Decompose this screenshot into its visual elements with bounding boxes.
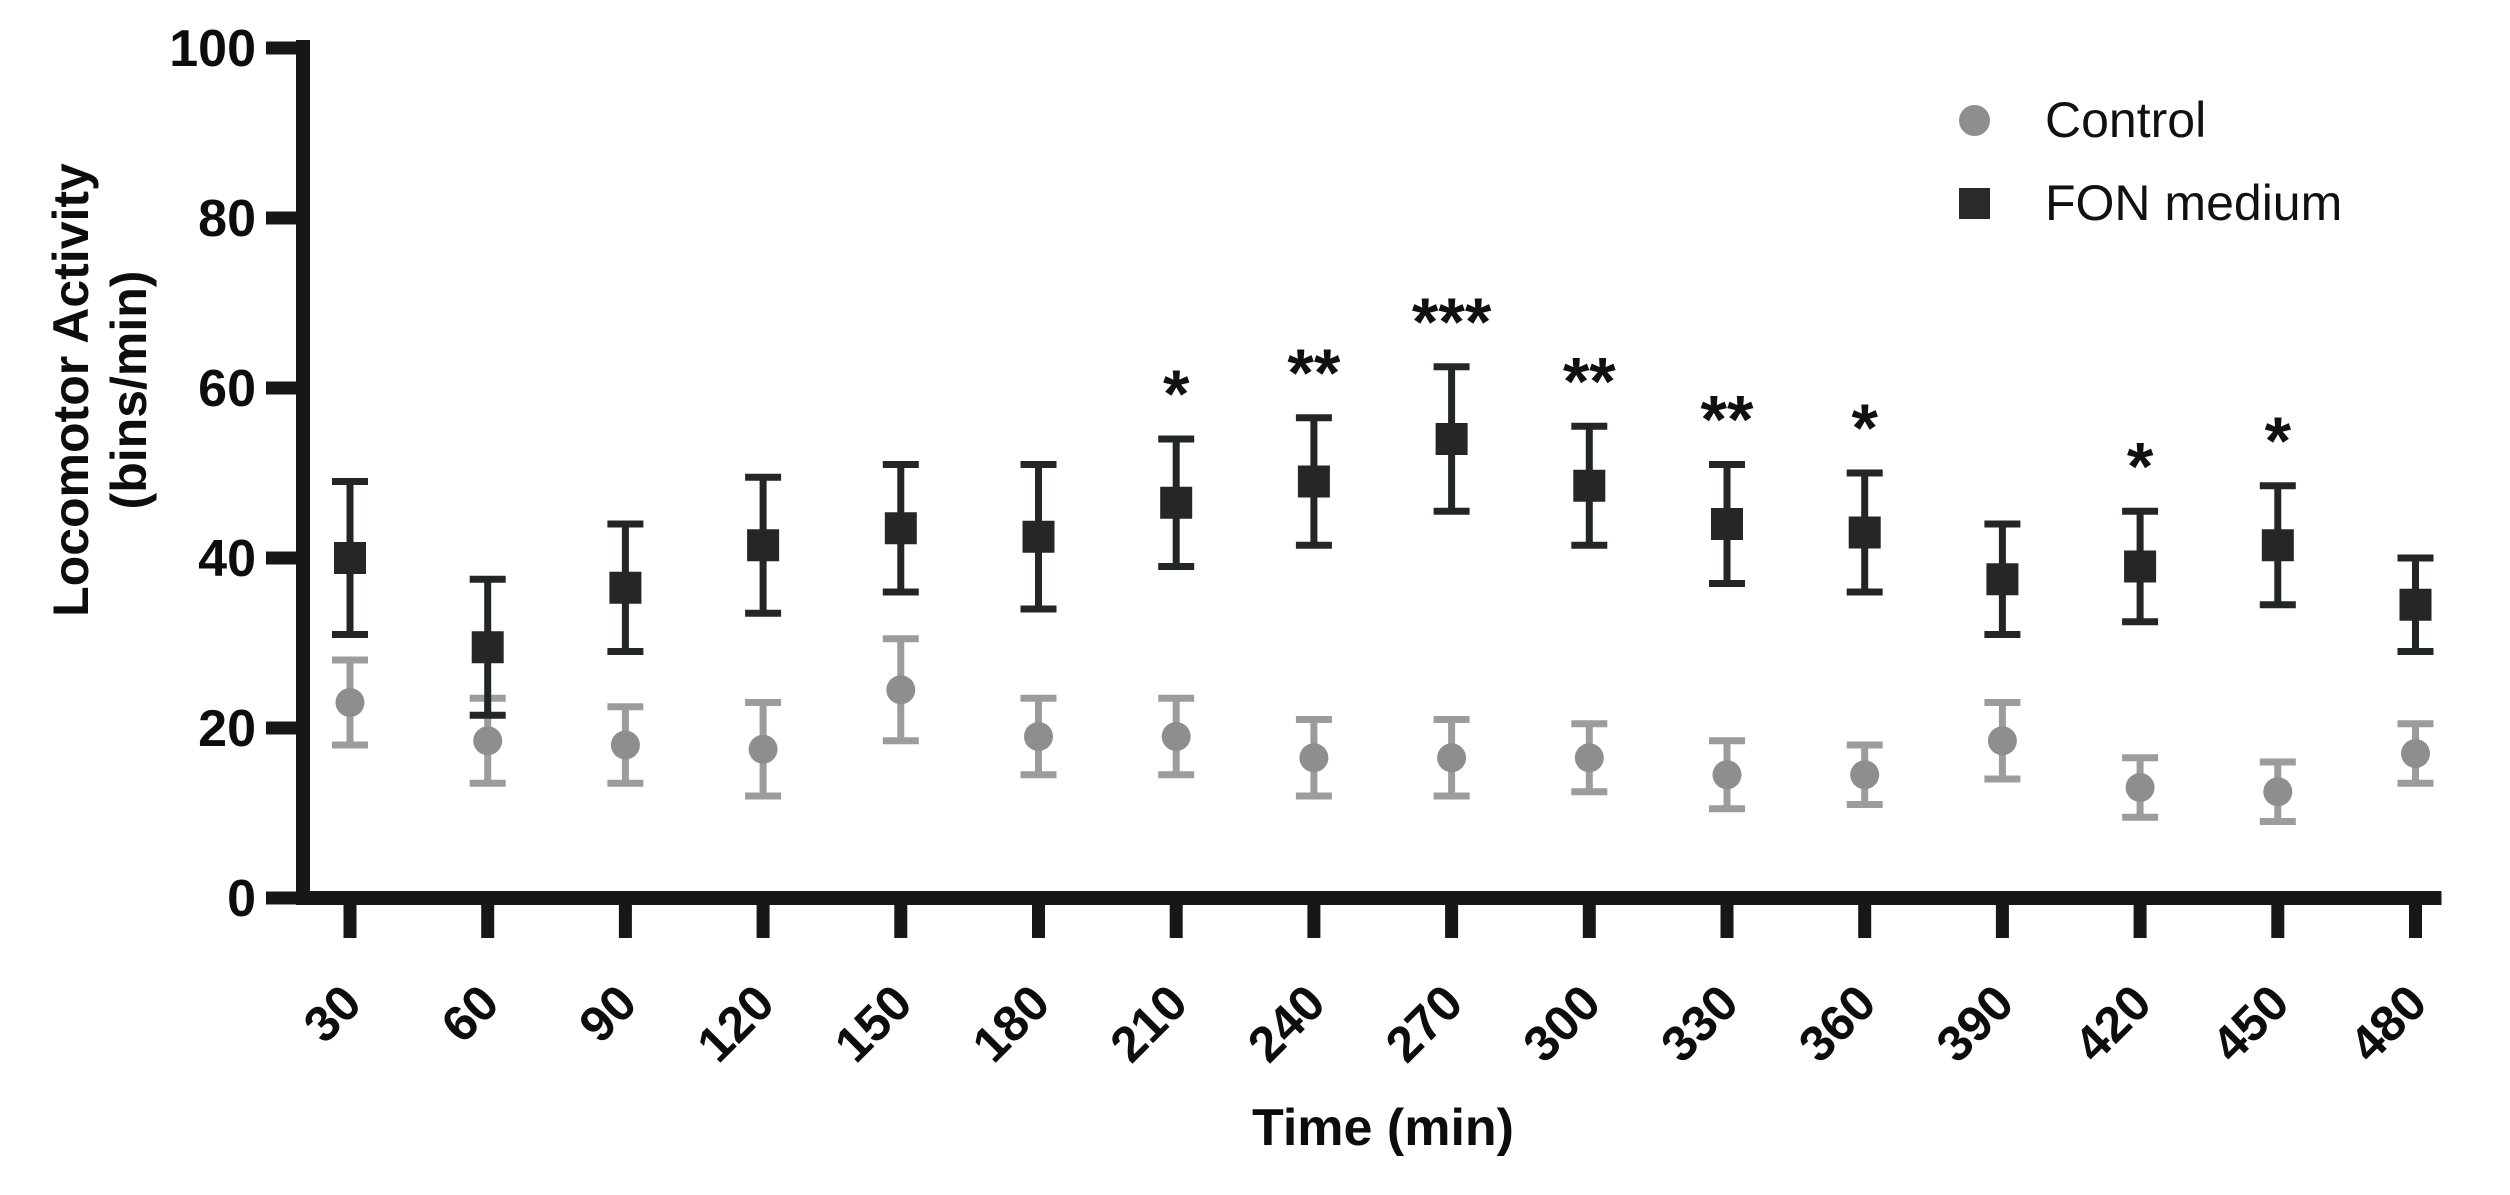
y-axis-label-line1: Locomotor Activity xyxy=(43,163,99,617)
svg-text:390: 390 xyxy=(1926,974,2025,1073)
svg-text:20: 20 xyxy=(198,700,256,758)
svg-text:100: 100 xyxy=(169,20,256,78)
svg-text:240: 240 xyxy=(1237,974,1336,1073)
svg-text:450: 450 xyxy=(2201,974,2300,1073)
svg-text:90: 90 xyxy=(568,974,647,1053)
x-axis-title: Time (min) xyxy=(1252,1099,1514,1157)
svg-text:*: * xyxy=(2127,428,2154,504)
svg-text:180: 180 xyxy=(962,974,1061,1073)
legend-item-control: Control xyxy=(1959,92,2342,148)
svg-text:480: 480 xyxy=(2339,974,2438,1073)
svg-text:0: 0 xyxy=(227,870,256,928)
svg-text:80: 80 xyxy=(198,190,256,248)
svg-text:60: 60 xyxy=(198,360,256,418)
fon-medium-square-icon xyxy=(1959,187,1990,219)
svg-text:*: * xyxy=(1163,356,1190,432)
svg-text:30: 30 xyxy=(293,974,372,1053)
svg-text:**: ** xyxy=(1563,343,1616,419)
svg-text:40: 40 xyxy=(198,530,256,588)
legend-label-control: Control xyxy=(2045,92,2207,148)
y-axis-label: Locomotor Activity (bins/min) xyxy=(42,163,158,617)
svg-text:60: 60 xyxy=(431,974,510,1053)
svg-text:***: *** xyxy=(1412,284,1492,360)
svg-text:300: 300 xyxy=(1512,974,1611,1073)
svg-text:120: 120 xyxy=(686,974,785,1073)
svg-text:210: 210 xyxy=(1099,974,1198,1073)
svg-text:**: ** xyxy=(1287,335,1340,411)
svg-text:330: 330 xyxy=(1650,974,1749,1073)
y-axis-label-line2: (bins/min) xyxy=(101,270,157,510)
svg-text:420: 420 xyxy=(2063,974,2162,1073)
svg-text:150: 150 xyxy=(824,974,923,1073)
svg-text:270: 270 xyxy=(1375,974,1474,1073)
legend-label-fon-medium: FON medium xyxy=(2045,175,2343,231)
legend-item-fon-medium: FON medium xyxy=(1959,175,2342,231)
svg-text:360: 360 xyxy=(1788,974,1887,1073)
svg-text:**: ** xyxy=(1701,382,1754,458)
svg-text:*: * xyxy=(2265,403,2292,479)
svg-text:*: * xyxy=(1851,390,1878,466)
legend: Control FON medium xyxy=(1959,92,2342,258)
control-circle-icon xyxy=(1959,104,1990,136)
